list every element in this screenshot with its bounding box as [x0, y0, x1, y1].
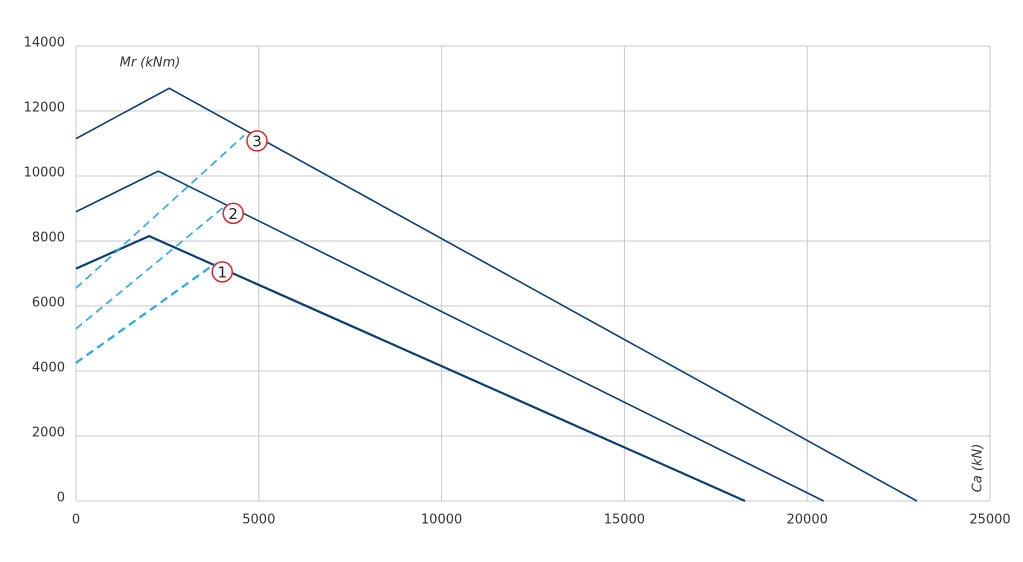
y-axis-label: Mr (kNm) — [120, 56, 181, 71]
y-tick-label: 0 — [57, 491, 65, 506]
y-tick-label: 2000 — [32, 426, 65, 441]
x-tick-label: 15000 — [604, 513, 645, 528]
series-line — [75, 170, 825, 502]
x-tick-label: 20000 — [787, 513, 828, 528]
annotation-marker — [211, 261, 233, 283]
annotation-marker — [246, 130, 268, 152]
y-tick-label: 12000 — [24, 101, 65, 116]
annotation-label: 2 — [228, 205, 238, 223]
y-tick-label: 6000 — [32, 296, 65, 311]
series-line — [75, 234, 746, 503]
y-tick-label: 8000 — [32, 231, 65, 246]
x-tick-label: 10000 — [421, 513, 462, 528]
series-line — [75, 134, 245, 289]
x-tick-label: 25000 — [969, 513, 1010, 528]
y-tick-label: 10000 — [24, 166, 65, 181]
x-axis-label: Ca (kN) — [971, 444, 986, 493]
annotation-label: 1 — [217, 263, 227, 281]
series-line — [75, 262, 216, 364]
annotation-marker — [222, 202, 244, 225]
series-line — [75, 204, 227, 330]
annotation-label: 3 — [252, 132, 262, 150]
y-tick-label: 14000 — [24, 36, 65, 51]
x-tick-label: 5000 — [242, 513, 275, 528]
y-tick-label: 4000 — [32, 361, 65, 376]
series-line — [75, 87, 918, 502]
x-tick-label: 0 — [72, 513, 80, 528]
